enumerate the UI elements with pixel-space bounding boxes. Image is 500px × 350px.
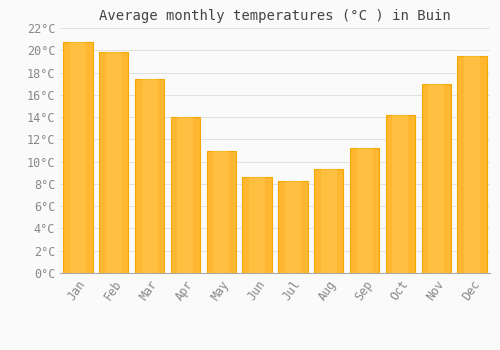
Bar [464,56,480,273]
Bar [458,56,487,273]
Bar [135,79,164,273]
Bar [314,169,344,273]
Bar [249,177,265,273]
Bar [320,169,337,273]
Bar [285,181,301,273]
Bar [386,115,415,273]
Bar [428,84,444,273]
Bar [99,52,128,273]
Bar [213,150,230,273]
Bar [356,148,372,273]
Bar [350,148,380,273]
Bar [242,177,272,273]
Bar [278,181,308,273]
Bar [142,79,158,273]
Bar [70,42,86,273]
Bar [206,150,236,273]
Title: Average monthly temperatures (°C ) in Buin: Average monthly temperatures (°C ) in Bu… [99,9,451,23]
Bar [63,42,92,273]
Bar [422,84,451,273]
Bar [170,117,200,273]
Bar [106,52,122,273]
Bar [392,115,408,273]
Bar [178,117,194,273]
